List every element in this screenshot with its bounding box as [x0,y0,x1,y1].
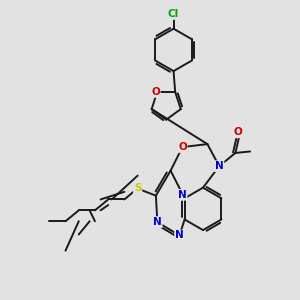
Text: N: N [215,161,224,171]
Text: N: N [153,217,162,227]
Text: N: N [175,230,184,240]
Text: Cl: Cl [168,9,179,19]
Text: O: O [151,87,160,97]
Text: O: O [233,127,242,137]
Text: O: O [178,142,187,152]
Text: N: N [178,190,187,200]
Text: S: S [134,183,141,193]
